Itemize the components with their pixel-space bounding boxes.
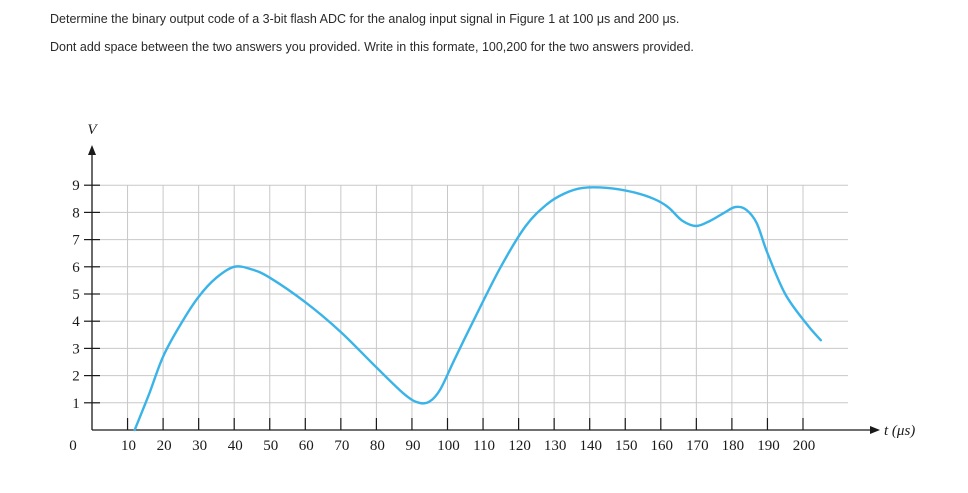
origin-label: 0: [69, 438, 77, 454]
y-axis-arrowhead: [88, 145, 96, 155]
x-tick-label-170: 170: [686, 438, 709, 454]
x-tick-label-20: 20: [157, 438, 172, 454]
x-tick-label-90: 90: [405, 438, 420, 454]
signal-curve-0: [133, 186, 822, 432]
question-line-1: Determine the binary output code of a 3-…: [50, 12, 680, 26]
x-tick-label-120: 120: [508, 438, 531, 454]
y-tick-label-5: 5: [72, 287, 80, 303]
x-tick-label-80: 80: [370, 438, 385, 454]
x-tick-label-130: 130: [544, 438, 567, 454]
axis-layer: [84, 145, 880, 434]
y-tick-label-7: 7: [72, 233, 80, 249]
x-tick-label-110: 110: [473, 438, 495, 454]
x-tick-label-40: 40: [228, 438, 243, 454]
label-layer: 1 2 3 4 5 6 7 8 9 10 20 30 40 50 60 70 80 90 100 110 120 130 1…: [69, 122, 915, 454]
x-tick-label-180: 180: [722, 438, 745, 454]
y-axis-title: V: [87, 122, 98, 138]
y-tick-label-4: 4: [72, 314, 80, 330]
y-tick-label-6: 6: [72, 260, 80, 276]
x-tick-label-70: 70: [334, 438, 349, 454]
x-tick-label-50: 50: [263, 438, 278, 454]
y-tick-label-3: 3: [72, 341, 80, 357]
y-tick-label-2: 2: [72, 369, 80, 385]
x-tick-label-190: 190: [757, 438, 780, 454]
x-tick-label-200: 200: [793, 438, 816, 454]
x-tick-label-160: 160: [651, 438, 674, 454]
x-tick-label-30: 30: [192, 438, 207, 454]
curve-layer: [133, 186, 822, 432]
y-tick-label-9: 9: [72, 178, 80, 194]
x-axis-title: t (μs): [884, 423, 915, 439]
x-tick-label-10: 10: [121, 438, 136, 454]
x-axis-arrowhead: [870, 426, 880, 434]
question-line-2: Dont add space between the two answers y…: [50, 40, 694, 54]
x-tick-label-60: 60: [299, 438, 314, 454]
x-tick-label-150: 150: [615, 438, 638, 454]
y-tick-label-1: 1: [72, 396, 80, 412]
y-tick-label-8: 8: [72, 205, 80, 221]
x-tick-label-140: 140: [579, 438, 602, 454]
x-tick-label-100: 100: [437, 438, 460, 454]
grid-layer: [92, 184, 848, 430]
